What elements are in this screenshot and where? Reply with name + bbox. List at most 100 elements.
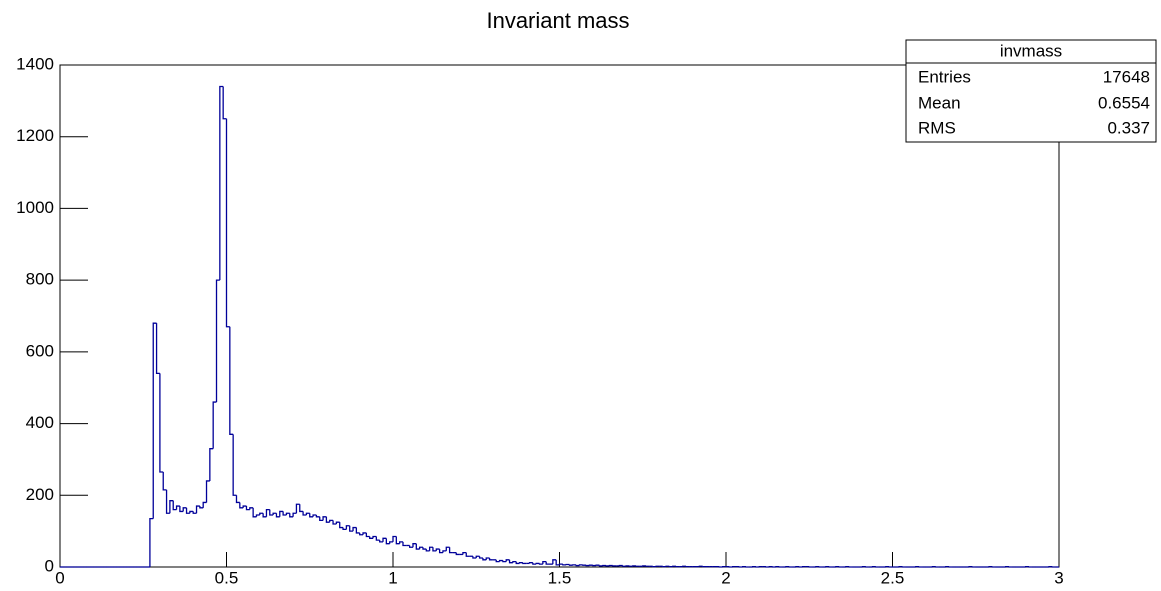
stats-label: Entries: [918, 67, 971, 86]
histogram-bin: [152, 322, 157, 519]
histogram-bin: [515, 561, 520, 565]
histogram-bin: [495, 559, 500, 563]
histogram-bin: [179, 506, 184, 513]
histogram-bin: [552, 559, 557, 565]
y-tick-label: 400: [26, 413, 54, 432]
histogram-bin: [442, 550, 447, 553]
histogram-bin: [279, 510, 284, 517]
histogram-bin: [255, 514, 260, 517]
histogram-bin: [225, 118, 230, 328]
histogram-bin: [282, 511, 287, 516]
stats-label: RMS: [918, 118, 956, 137]
histogram-bin: [365, 532, 370, 538]
y-tick-label: 1200: [16, 126, 54, 145]
histogram-bin: [465, 552, 470, 557]
histogram-bin: [195, 505, 200, 514]
histogram-bin: [528, 562, 533, 564]
histogram-bin: [522, 562, 527, 565]
histogram-bin: [262, 513, 267, 518]
histogram-bin: [202, 501, 207, 508]
x-tick-label: 2: [721, 568, 730, 587]
histogram-bin: [562, 564, 567, 566]
histogram-bin: [259, 512, 264, 516]
histogram-bin: [162, 471, 167, 491]
histogram-bin: [185, 507, 190, 514]
stats-label: Mean: [918, 93, 961, 112]
histogram-bin: [372, 535, 377, 539]
x-tick-label: 0.5: [215, 568, 239, 587]
histogram-bin: [518, 562, 523, 564]
histogram-bin: [622, 565, 627, 567]
histogram-bin: [215, 279, 220, 403]
histogram-bin: [478, 556, 483, 559]
histogram-bin: [502, 560, 507, 563]
x-tick-label: 2.5: [881, 568, 905, 587]
histogram-bin: [199, 506, 204, 509]
histogram-bin: [339, 522, 344, 529]
histogram-bin: [232, 434, 237, 496]
histogram-bin: [165, 489, 170, 514]
histogram-bin: [402, 541, 407, 547]
histogram-bin: [212, 401, 217, 449]
histogram-bin: [355, 527, 360, 534]
histogram-bin: [349, 525, 354, 532]
histogram-bin: [312, 514, 317, 517]
histogram-bin: [189, 510, 194, 514]
chart-title: Invariant mass: [486, 8, 629, 33]
histogram-bin: [385, 538, 390, 545]
histogram-bin: [329, 519, 334, 523]
stats-title: invmass: [1000, 41, 1062, 60]
histogram-bin: [438, 549, 443, 554]
stats-value: 0.6554: [1098, 93, 1150, 112]
y-tick-label: 0: [45, 556, 54, 575]
histogram-bin: [532, 562, 537, 565]
y-tick-label: 1400: [16, 54, 54, 73]
stats-box: invmass Entries 17648 Mean 0.6554 RMS 0.…: [905, 39, 1157, 143]
histogram-bin: [205, 480, 210, 503]
stats-frame: [905, 39, 1157, 143]
histogram-bin: [149, 517, 154, 567]
histogram-bin: [575, 564, 580, 567]
histogram-bin: [359, 532, 364, 536]
stats-value: 0.337: [1107, 118, 1150, 137]
histogram-bin: [172, 500, 177, 511]
histogram-bin: [182, 507, 187, 512]
histogram-bin: [219, 85, 224, 281]
histogram-bin: [299, 504, 304, 513]
y-tick-label: 800: [26, 270, 54, 289]
histogram-bin: [568, 564, 573, 566]
histogram-bin: [425, 549, 430, 552]
histogram-bin: [488, 558, 493, 561]
histogram-bin: [578, 564, 583, 566]
stats-value: 17648: [1103, 67, 1150, 86]
histogram-bin: [428, 546, 433, 551]
histogram-bin: [472, 556, 477, 559]
histogram-bin: [545, 561, 550, 565]
histogram-bin: [558, 563, 563, 565]
histogram-bin: [319, 516, 324, 522]
histogram-bin: [379, 540, 384, 543]
x-tick-label: 3: [1054, 568, 1063, 587]
histogram-bin: [475, 555, 480, 559]
histogram-bin: [512, 560, 517, 563]
histogram-bin: [505, 559, 510, 562]
histogram-bin: [292, 512, 297, 517]
histogram-bin: [159, 373, 164, 473]
histogram-bin: [555, 559, 560, 566]
histogram-bin: [309, 513, 314, 518]
histogram-bin: [265, 508, 270, 517]
histogram-bin: [302, 511, 307, 516]
histogram-bin: [482, 558, 487, 561]
histogram-bin: [432, 547, 437, 552]
y-tick-label: 200: [26, 485, 54, 504]
histogram-bin: [448, 547, 453, 554]
x-tick-label: 1: [388, 568, 397, 587]
histogram-bin: [422, 547, 427, 550]
histogram-bin: [462, 552, 467, 555]
histogram-bin: [508, 559, 513, 564]
histogram-bin: [415, 543, 420, 550]
histogram-bin: [249, 507, 254, 510]
histogram-bin: [455, 552, 460, 556]
histogram-bin: [305, 512, 310, 516]
